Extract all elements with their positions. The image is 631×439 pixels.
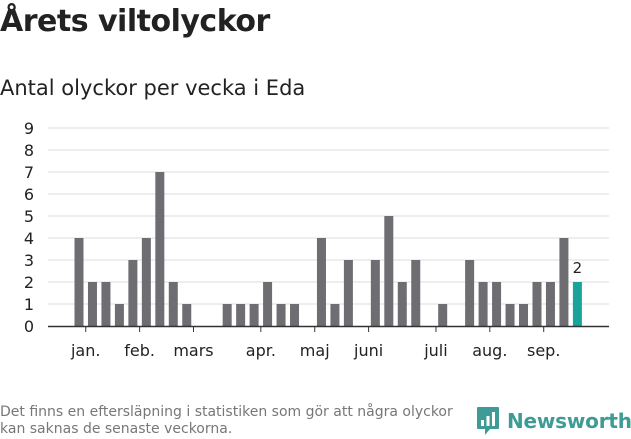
x-tick-label: jan. [70,341,100,360]
bar [101,282,111,326]
x-tick-label: feb. [124,341,155,360]
newsworthy-logo-icon [477,407,499,435]
bar [545,282,555,326]
x-tick-label: juli [423,341,447,360]
bar [330,304,340,326]
x-tick-label: apr. [246,341,276,360]
bar-chart: 0 1 2 3 4 5 6 7 8 9 2 jan. feb. mars apr. maj juni juli au… [24,119,609,360]
y-tick-label: 8 [24,141,34,160]
bar [343,260,353,326]
bar [316,238,326,326]
brand-name: Newsworthy [507,409,631,433]
y-tick-label: 2 [24,273,34,292]
y-tick-label: 0 [24,317,34,336]
bar [532,282,542,326]
bar [384,216,394,326]
y-tick-label: 7 [24,163,34,182]
bar [182,304,192,326]
bar [370,260,380,326]
bar [74,238,84,326]
bar [519,304,529,326]
bar [397,282,407,326]
bar [263,282,273,326]
bar [114,304,124,326]
newsworthy-logo: Newsworthy [476,406,631,436]
bar [290,304,300,326]
bar [222,304,232,326]
y-tick-label: 1 [24,295,34,314]
x-tick-label: aug. [472,341,507,360]
x-tick-label: juni [353,341,383,360]
y-tick-label: 6 [24,185,34,204]
y-tick-label: 4 [24,229,34,248]
bar [411,260,421,326]
bar [559,238,569,326]
x-tick-label: sep. [527,341,560,360]
footnote: Det finns en eftersläpning i statistiken… [0,404,453,437]
x-tick-label: mars [173,341,213,360]
bar [155,172,165,326]
bar [505,304,515,326]
bar [168,282,178,326]
chart-subtitle: Antal olyckor per vecka i Eda [0,76,306,100]
bar-current-week [572,282,582,326]
y-tick-label: 5 [24,207,34,226]
bar [438,304,448,326]
y-tick-label: 3 [24,251,34,270]
bar [128,260,138,326]
bar [236,304,246,326]
bar [141,238,151,326]
bar [249,304,259,326]
bar [478,282,488,326]
bar [465,260,475,326]
data-label: 2 [573,259,583,277]
chart-title: Årets viltolyckor [0,4,270,39]
bar [276,304,286,326]
x-tick-label: maj [300,341,330,360]
bar [492,282,502,326]
bar [87,282,97,326]
y-tick-label: 9 [24,119,34,138]
